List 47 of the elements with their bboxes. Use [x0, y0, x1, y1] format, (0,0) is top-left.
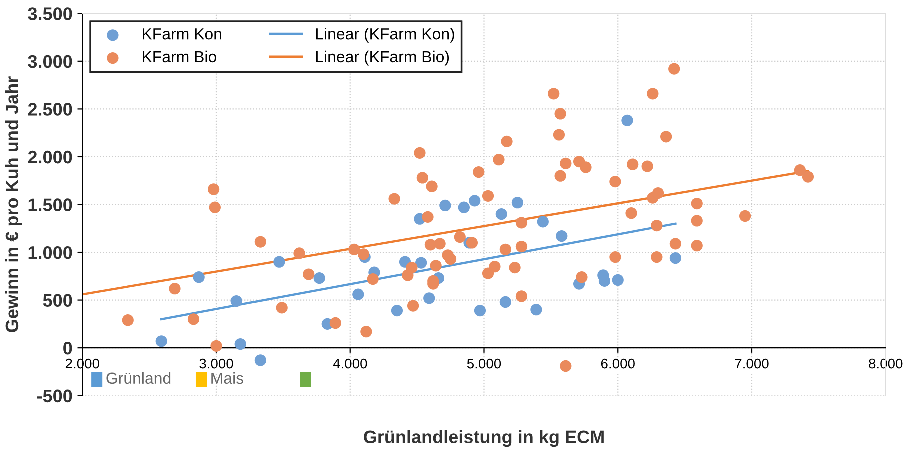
- y-tick-label: 2.000: [28, 150, 72, 164]
- y-tick-label: 3.000: [28, 55, 72, 68]
- point: [458, 202, 470, 214]
- point: [391, 305, 404, 317]
- y-tick-label: 1.500: [28, 198, 72, 212]
- x-tick-label: 6.000: [601, 358, 635, 369]
- point: [556, 230, 568, 242]
- point: [416, 257, 428, 269]
- point: [512, 197, 524, 209]
- point: [670, 252, 682, 264]
- legend-label: Mais: [212, 372, 244, 384]
- point: [314, 272, 326, 284]
- point: [500, 296, 512, 308]
- point: [622, 114, 634, 126]
- point: [440, 200, 452, 212]
- y-tick-label: -500: [37, 390, 72, 403]
- point: [474, 305, 486, 317]
- point: [230, 295, 242, 308]
- x-tick-label: 5.000: [467, 358, 502, 369]
- point: [274, 256, 286, 268]
- point: [193, 272, 205, 284]
- legend-label: Linear (KFarm Bio): [316, 50, 450, 66]
- y-tick-label: 2.500: [28, 103, 72, 116]
- point: [254, 354, 266, 366]
- legend-label: KFarm Bio: [143, 50, 216, 63]
- x-tick-label: 7.000: [735, 358, 769, 369]
- point: [469, 195, 481, 207]
- point: [156, 336, 168, 348]
- y-tick-label: 0: [64, 342, 72, 355]
- point: [537, 216, 549, 228]
- legend-label: Linear (KFarm Kon): [316, 28, 454, 43]
- x-tick-label: 3.000: [200, 358, 234, 369]
- point: [612, 274, 624, 286]
- y-tick-label: 1.000: [28, 246, 72, 260]
- legend-label: Grünland: [106, 372, 171, 384]
- point: [424, 292, 436, 304]
- x-tick-label: 8.000: [869, 358, 903, 369]
- point: [530, 304, 542, 316]
- y-axis-title: Gewinn in € pro Kuh und Jahr: [5, 76, 22, 332]
- y-tick-label: 500: [43, 294, 72, 308]
- point: [234, 338, 246, 350]
- y-tick-label: 3.500: [28, 8, 72, 20]
- point: [496, 208, 508, 220]
- x-axis-title: Grünlandleistung in kg ECM: [364, 430, 604, 448]
- legend-label: KFarm Kon: [143, 28, 222, 40]
- point: [352, 288, 364, 300]
- x-tick-label: 4.000: [333, 358, 368, 369]
